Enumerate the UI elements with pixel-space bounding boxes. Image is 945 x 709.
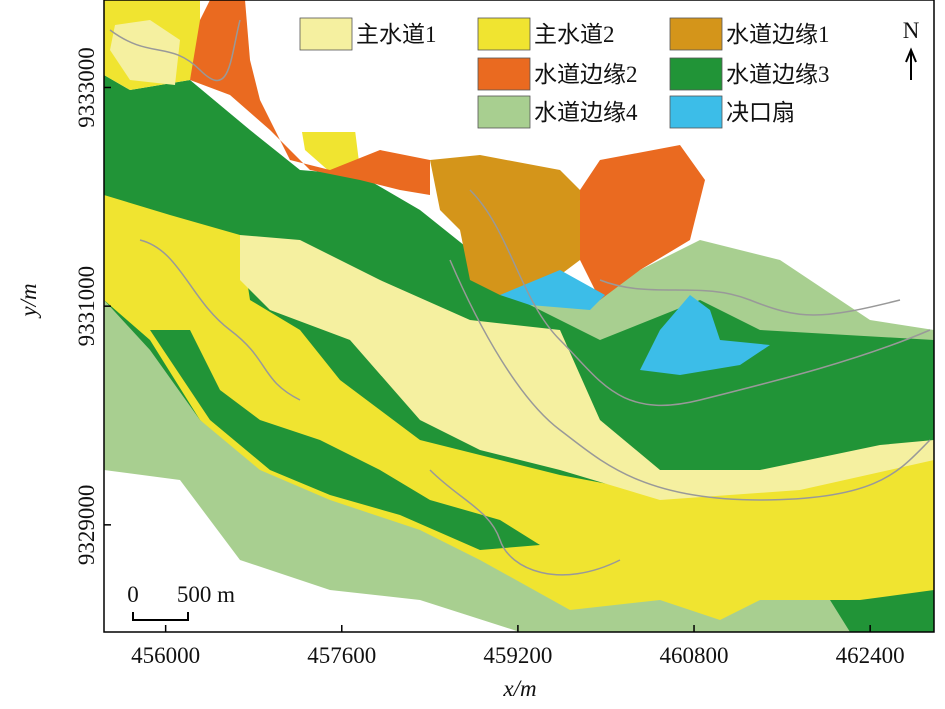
y-tick-label: 9329000	[74, 485, 99, 566]
legend-swatch	[477, 57, 531, 91]
zone	[104, 195, 934, 620]
axes: 456000 457600 459200 460800 462400 9329000 933…	[74, 47, 905, 668]
x-tick-label: 456000	[131, 643, 200, 668]
zone	[500, 270, 605, 310]
legend-swatch	[669, 95, 723, 129]
y-tick-label: 9331000	[74, 266, 99, 347]
scale-bar	[132, 612, 189, 621]
y-tick-label: 9333000	[74, 47, 99, 128]
x-tick-label: 462400	[836, 643, 905, 668]
zone	[150, 330, 540, 550]
legend-label: 水道边缘1	[726, 22, 830, 47]
north-label: N	[903, 18, 920, 43]
x-axis-label: x/m	[502, 676, 536, 701]
legend-swatch	[669, 57, 723, 91]
x-tick-label: 457600	[307, 643, 376, 668]
legend-label: 水道边缘2	[534, 62, 638, 87]
legend-label: 主水道2	[534, 22, 615, 47]
zone	[240, 235, 934, 500]
legend-label: 决口扇	[726, 100, 795, 125]
x-tick-label: 460800	[660, 643, 729, 668]
contour-line	[449, 259, 931, 501]
contour-line	[429, 469, 621, 576]
contour-line	[469, 189, 931, 406]
legend-swatch	[477, 95, 531, 129]
legend: 主水道1 主水道2 水道边缘1 水道边缘2 水道边缘3 水道边缘4 决口扇	[299, 17, 830, 129]
legend-swatch	[477, 17, 531, 51]
legend-label: 主水道1	[356, 22, 437, 47]
north-arrow	[905, 47, 917, 80]
legend-swatch	[299, 17, 353, 51]
zone	[430, 155, 580, 295]
contour-line	[109, 19, 241, 82]
contour-line	[599, 279, 901, 316]
legend-swatch	[669, 17, 723, 51]
contours	[109, 19, 931, 576]
scale-label: 500 m	[177, 582, 235, 607]
legend-label: 水道边缘3	[726, 62, 830, 87]
y-axis-label: y/m	[16, 283, 41, 318]
zone	[110, 20, 180, 85]
contour-line	[139, 239, 301, 401]
zone	[190, 0, 430, 195]
plot-frame	[103, 0, 935, 633]
legend-box	[296, 12, 872, 132]
scale-start: 0	[127, 582, 139, 607]
zone	[580, 145, 705, 300]
x-tick-label: 459200	[483, 643, 552, 668]
zone	[640, 295, 770, 375]
zones	[104, 0, 934, 632]
legend-label: 水道边缘4	[534, 100, 638, 125]
